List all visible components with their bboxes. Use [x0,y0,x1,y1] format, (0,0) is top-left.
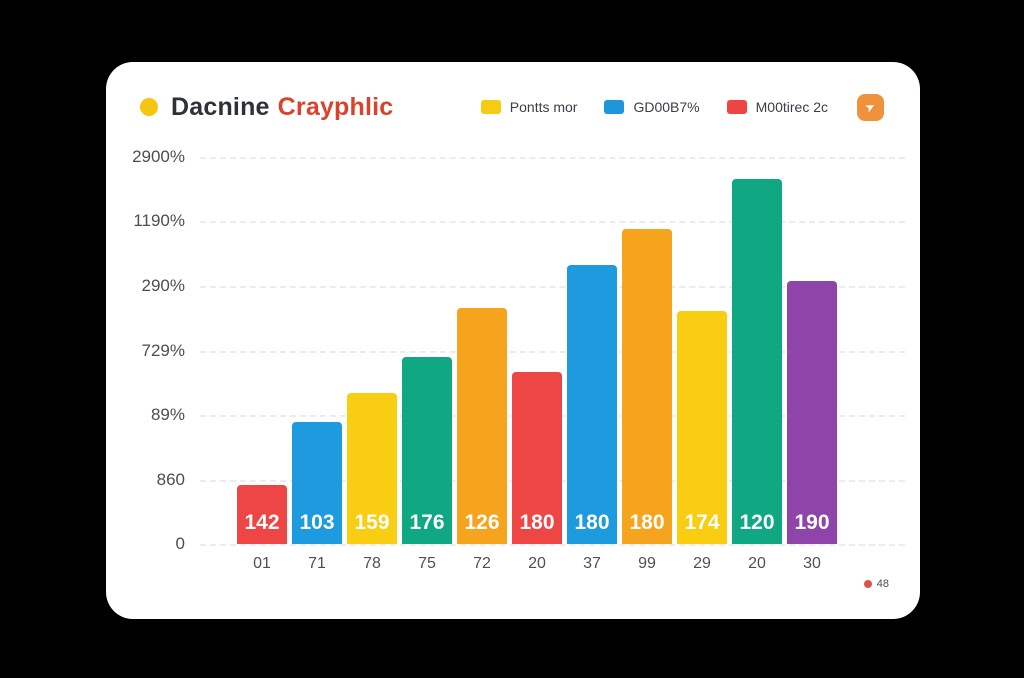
bar[interactable]: 180 [512,372,562,544]
bar-value-label: 103 [299,511,335,534]
y-tick-label: 290% [141,275,185,295]
x-tick-label: 72 [473,555,491,572]
bar-value-label: 190 [794,511,830,534]
title-dot-icon [140,98,158,116]
legend-swatch-icon [480,100,501,114]
bar[interactable]: 159 [347,393,397,544]
bar-value-label: 120 [739,511,775,534]
y-tick-label: 89% [150,404,185,424]
x-tick-label: 30 [803,555,821,572]
action-button[interactable]: ➤ [857,93,884,121]
gridline [200,221,905,224]
chart-plot-area: 2900% 1190% 290% 729% 89% 860 0 142 01 103 71 159 78… [132,147,905,572]
bar-value-label: 180 [519,511,555,534]
card-header: Dacnine Crayphlic Pontts mor GD00B7% M00tir… [140,92,884,122]
chart-card: Dacnine Crayphlic Pontts mor GD00B7% M00tir… [106,62,920,619]
footnote: 48 [863,578,889,590]
bar[interactable]: 190 [787,280,837,544]
legend-swatch-icon [604,100,625,114]
gridline [200,285,905,288]
bar-value-label: 159 [354,511,390,534]
chart-title-part1: Dacnine [171,92,270,121]
bar[interactable]: 180 [567,264,617,544]
y-tick-label: 2900% [132,147,185,166]
y-tick-label: 1190% [133,211,185,231]
bar[interactable]: 176 [402,357,452,544]
footnote-text: 48 [876,578,889,590]
bar-value-label: 180 [629,511,665,534]
bar-value-label: 180 [574,511,610,534]
chart-title: Dacnine Crayphlic [140,93,393,122]
bar[interactable]: 103 [292,422,342,544]
gridline [200,544,905,546]
x-tick-label: 71 [308,555,326,572]
bar-value-label: 142 [244,511,280,534]
bar[interactable]: 142 [237,485,287,544]
legend-item-0[interactable]: Pontts mor [480,99,578,115]
legend-swatch-icon [726,100,747,114]
gridline [200,157,905,159]
x-tick-label: 78 [363,555,381,572]
legend-label: M00tirec 2c [755,99,828,115]
footnote-dot-icon [863,580,872,588]
bar-value-label: 176 [409,511,445,534]
y-tick-label: 860 [156,469,185,489]
x-tick-label: 01 [253,555,271,572]
x-tick-label: 99 [638,555,656,572]
y-tick-label: 0 [175,534,185,553]
bar[interactable]: 174 [677,311,727,544]
chart-title-part2: Crayphlic [277,92,394,121]
x-tick-label: 29 [693,555,711,572]
x-tick-label: 37 [583,555,601,572]
legend: Pontts mor GD00B7% M00tirec 2c ➤ [480,93,884,121]
x-tick-label: 20 [528,555,546,572]
bar-value-label: 174 [684,511,720,534]
x-tick-label: 20 [748,555,766,572]
bar-value-label: 126 [464,511,500,534]
legend-label: Pontts mor [509,99,578,115]
bar[interactable]: 180 [622,228,672,544]
legend-item-2[interactable]: M00tirec 2c [726,99,828,115]
send-arrow-icon: ➤ [862,98,879,116]
bar[interactable]: 126 [457,307,507,544]
gridline [200,350,905,353]
chart-title-text: Dacnine Crayphlic [171,93,393,122]
legend-item-1[interactable]: GD00B7% [604,99,700,115]
x-tick-label: 75 [418,555,436,572]
bar[interactable]: 120 [732,179,782,544]
y-tick-label: 729% [141,340,185,360]
legend-label: GD00B7% [633,99,700,115]
